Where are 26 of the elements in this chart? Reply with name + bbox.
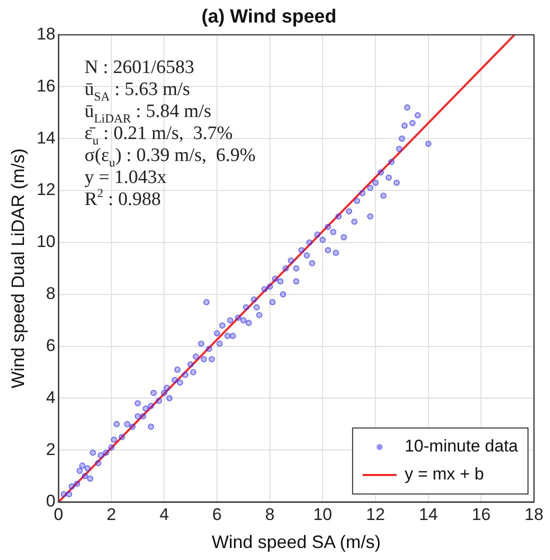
y-tick-label: 8 bbox=[46, 284, 56, 304]
x-tick-label: 16 bbox=[472, 504, 491, 524]
y-tick-label: 12 bbox=[36, 180, 56, 200]
x-tick-label: 6 bbox=[212, 504, 222, 524]
y-tick-label: 0 bbox=[46, 492, 56, 511]
x-tick-label: 10 bbox=[313, 504, 332, 524]
y-axis-title: Wind speed Dual LiDAR (m/s) bbox=[8, 148, 28, 388]
x-axis-title: Wind speed SA (m/s) bbox=[212, 532, 381, 552]
legend-label: y = mx + b bbox=[404, 464, 484, 484]
chart-title: (a) Wind speed bbox=[202, 6, 336, 28]
y-tick-label: 4 bbox=[46, 388, 56, 407]
x-tick-label: 18 bbox=[524, 504, 544, 524]
x-tick-label: 2 bbox=[106, 504, 116, 524]
y-tick-label: 18 bbox=[36, 24, 56, 44]
x-tick-label: 14 bbox=[418, 504, 438, 524]
y-tick-label: 2 bbox=[46, 440, 56, 459]
x-tick-label: 12 bbox=[366, 504, 385, 524]
annotation: y = 1.043x bbox=[84, 166, 167, 188]
legend-label: 10-minute data bbox=[404, 436, 519, 456]
x-tick-label: 8 bbox=[265, 504, 275, 524]
x-tick-label: 4 bbox=[159, 504, 169, 524]
y-tick-label: 14 bbox=[36, 128, 56, 148]
y-tick-label: 10 bbox=[36, 232, 56, 252]
y-tick-label: 6 bbox=[46, 336, 56, 355]
y-tick-label: 16 bbox=[36, 76, 56, 96]
annotation: N : 2601/6583 bbox=[84, 56, 194, 78]
